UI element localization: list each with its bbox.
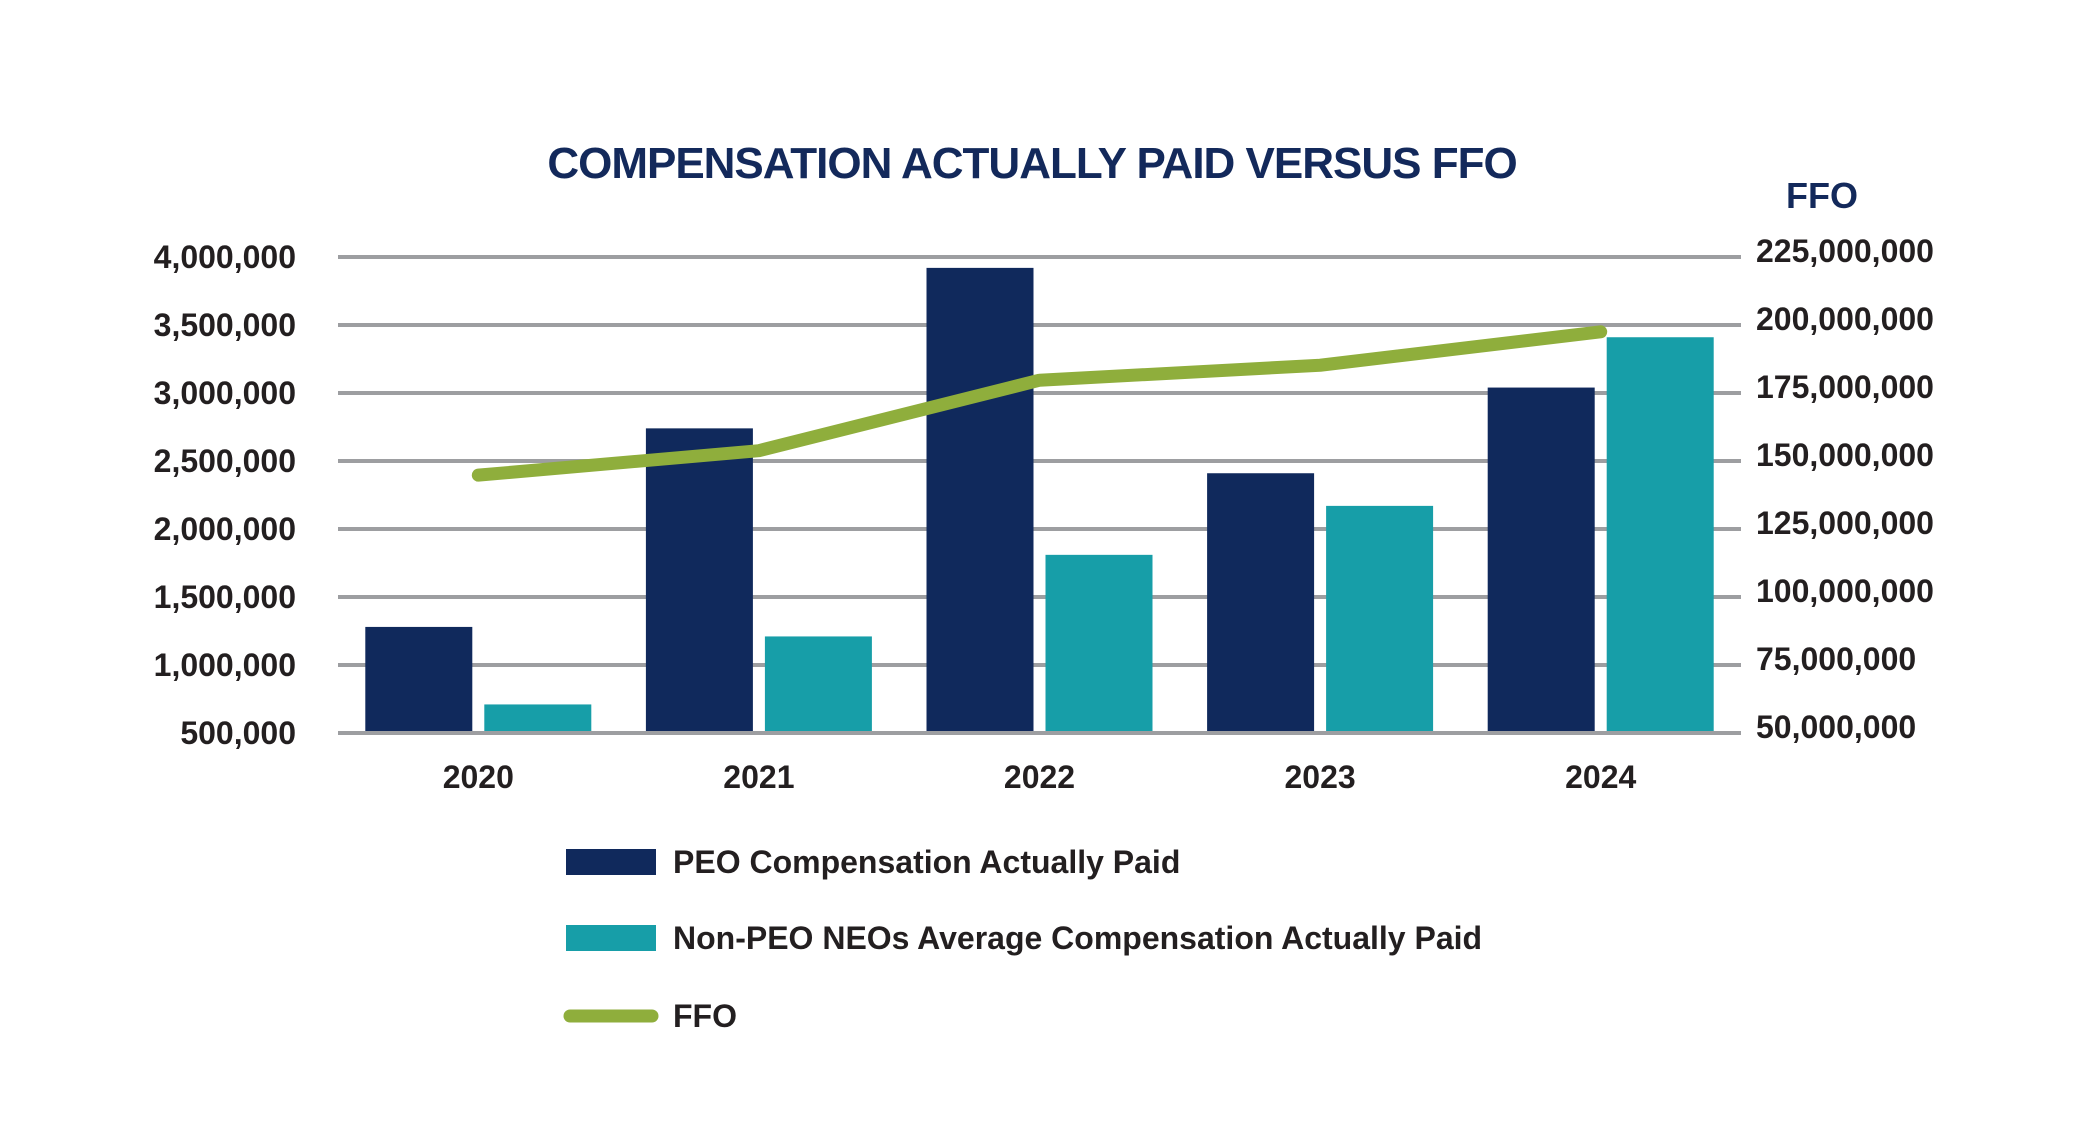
right-axis-label: FFO [1786, 175, 1858, 216]
bar-non-peo-2023 [1326, 505, 1434, 731]
x-tick-label: 2024 [1565, 759, 1636, 795]
left-tick-label: 3,000,000 [154, 375, 296, 411]
chart-title: COMPENSATION ACTUALLY PAID VERSUS FFO [547, 139, 1516, 188]
left-axis: 4,000,000 3,500,000 3,000,000 2,500,000 2,00… [154, 239, 296, 751]
left-tick-label: 2,500,000 [154, 443, 296, 479]
right-tick-label: 100,000,000 [1756, 573, 1934, 609]
left-tick-label: 4,000,000 [154, 239, 296, 275]
x-tick-label: 2022 [1004, 759, 1075, 795]
bar-non-peo-2024 [1606, 337, 1714, 731]
bar-peo-2021 [645, 428, 753, 731]
ffo-line [471, 325, 1608, 482]
right-tick-label: 150,000,000 [1756, 437, 1934, 473]
legend-label: PEO Compensation Actually Paid [673, 844, 1180, 880]
x-tick-label: 2023 [1285, 759, 1356, 795]
legend-swatch [566, 849, 656, 875]
left-tick-label: 3,500,000 [154, 307, 296, 343]
legend-label: Non-PEO NEOs Average Compensation Actual… [673, 920, 1482, 956]
bars [365, 267, 1714, 731]
legend: PEO Compensation Actually Paid Non-PEO NE… [563, 844, 1482, 1034]
bar-peo-2022 [926, 267, 1034, 731]
right-axis: 225,000,000 200,000,000 175,000,000 150,000… [1756, 233, 1934, 745]
bar-non-peo-2020 [484, 704, 592, 731]
bar-non-peo-2022 [1045, 554, 1153, 731]
left-tick-label: 500,000 [180, 715, 296, 751]
right-tick-label: 200,000,000 [1756, 301, 1934, 337]
left-tick-label: 1,000,000 [154, 647, 296, 683]
legend-label: FFO [673, 998, 737, 1034]
x-axis: 2020 2021 2022 2023 2024 [443, 759, 1637, 795]
right-tick-label: 125,000,000 [1756, 505, 1934, 541]
bar-peo-2023 [1207, 473, 1315, 731]
bar-non-peo-2021 [764, 636, 872, 731]
left-tick-label: 2,000,000 [154, 511, 296, 547]
left-tick-label: 1,500,000 [154, 579, 296, 615]
right-tick-label: 75,000,000 [1756, 641, 1916, 677]
right-tick-label: 50,000,000 [1756, 709, 1916, 745]
x-tick-label: 2020 [443, 759, 514, 795]
right-tick-label: 175,000,000 [1756, 369, 1934, 405]
x-tick-label: 2021 [723, 759, 794, 795]
legend-swatch [566, 925, 656, 951]
bar-peo-2020 [365, 626, 473, 731]
right-tick-label: 225,000,000 [1756, 233, 1934, 269]
bar-peo-2024 [1487, 387, 1595, 731]
